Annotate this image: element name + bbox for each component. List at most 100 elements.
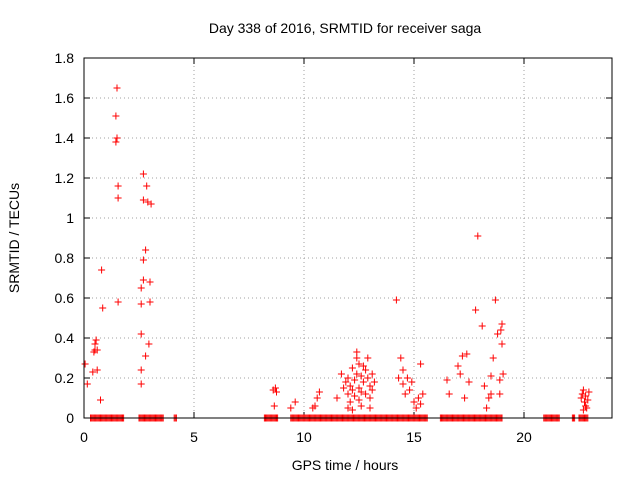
data-point	[399, 380, 407, 388]
data-point	[458, 352, 466, 360]
y-tick-label: 1.8	[55, 50, 75, 66]
y-tick-label: 1.4	[55, 130, 75, 146]
data-point	[143, 182, 151, 190]
data-point	[463, 350, 471, 358]
data-point	[112, 112, 120, 120]
data-point	[337, 370, 345, 378]
data-point	[579, 406, 587, 414]
x-tick-label: 20	[516, 429, 532, 445]
data-point	[359, 362, 367, 370]
x-tick-label: 0	[80, 429, 88, 445]
data-point	[344, 390, 352, 398]
data-point	[480, 382, 488, 390]
chart-title: Day 338 of 2016, SRMTID for receiver sag…	[209, 20, 482, 36]
data-point	[93, 346, 101, 354]
data-point	[487, 390, 495, 398]
data-point	[137, 366, 145, 374]
data-point	[139, 256, 147, 264]
data-point	[582, 402, 590, 410]
data-point	[93, 366, 101, 374]
data-point	[271, 384, 279, 392]
data-point	[348, 364, 356, 372]
data-point	[368, 386, 376, 394]
grid-lines	[84, 58, 612, 418]
plot-frame	[83, 57, 613, 419]
data-point	[340, 384, 348, 392]
data-point	[98, 266, 106, 274]
data-point	[417, 400, 425, 408]
data-point	[357, 402, 365, 410]
data-point	[456, 370, 464, 378]
data-point	[139, 196, 147, 204]
y-tick-label: 0.2	[55, 370, 75, 386]
y-tick-label: 1.6	[55, 90, 75, 106]
data-point	[311, 402, 319, 410]
data-point	[137, 300, 145, 308]
data-point	[353, 354, 361, 362]
data-point	[397, 354, 405, 362]
data-point	[146, 298, 154, 306]
y-tick-label: 0.6	[55, 290, 75, 306]
data-point	[370, 378, 378, 386]
data-point	[344, 404, 352, 412]
y-tick-label: 0	[66, 410, 74, 426]
data-point	[406, 386, 414, 394]
data-point	[348, 386, 356, 394]
data-point	[145, 340, 153, 348]
data-point	[142, 246, 150, 254]
data-point	[113, 134, 121, 142]
data-point	[445, 390, 453, 398]
data-point	[139, 276, 147, 284]
data-point	[362, 366, 370, 374]
data-point	[137, 330, 145, 338]
data-point	[364, 354, 372, 362]
data-point	[99, 304, 107, 312]
data-point	[494, 330, 502, 338]
data-point	[112, 138, 120, 146]
data-point	[351, 376, 359, 384]
data-point	[333, 394, 341, 402]
data-point	[582, 392, 590, 400]
data-point	[417, 360, 425, 368]
data-point	[461, 394, 469, 402]
data-point	[346, 382, 354, 390]
data-point	[483, 404, 491, 412]
y-axis-label: SRMTID / TECUs	[6, 183, 22, 293]
data-point	[399, 366, 407, 374]
data-point	[83, 380, 91, 388]
data-point	[496, 390, 504, 398]
data-point	[498, 320, 506, 328]
data-point	[355, 360, 363, 368]
y-tick-label: 0.8	[55, 250, 75, 266]
data-point	[348, 406, 356, 414]
data-point	[359, 378, 367, 386]
x-tick-label: 5	[190, 429, 198, 445]
data-point	[478, 322, 486, 330]
x-tick-label: 10	[296, 429, 312, 445]
data-point	[491, 296, 499, 304]
data-point	[353, 370, 361, 378]
data-point	[344, 374, 352, 382]
data-point	[364, 374, 372, 382]
data-point	[487, 372, 495, 380]
data-point	[137, 380, 145, 388]
data-point	[579, 386, 587, 394]
data-point	[113, 84, 121, 92]
data-point	[97, 396, 104, 404]
data-point	[410, 398, 418, 406]
data-point	[366, 382, 374, 390]
data-point	[414, 394, 422, 402]
data-point	[472, 306, 480, 314]
data-point	[362, 390, 370, 398]
data-point	[585, 388, 593, 396]
data-point	[89, 368, 97, 376]
x-axis-label: GPS time / hours	[292, 457, 399, 473]
data-point	[270, 402, 278, 410]
data-point	[403, 374, 411, 382]
data-point	[497, 326, 505, 334]
data-point	[366, 404, 374, 412]
data-point	[357, 372, 365, 380]
data-point	[357, 388, 365, 396]
data-point	[401, 390, 409, 398]
